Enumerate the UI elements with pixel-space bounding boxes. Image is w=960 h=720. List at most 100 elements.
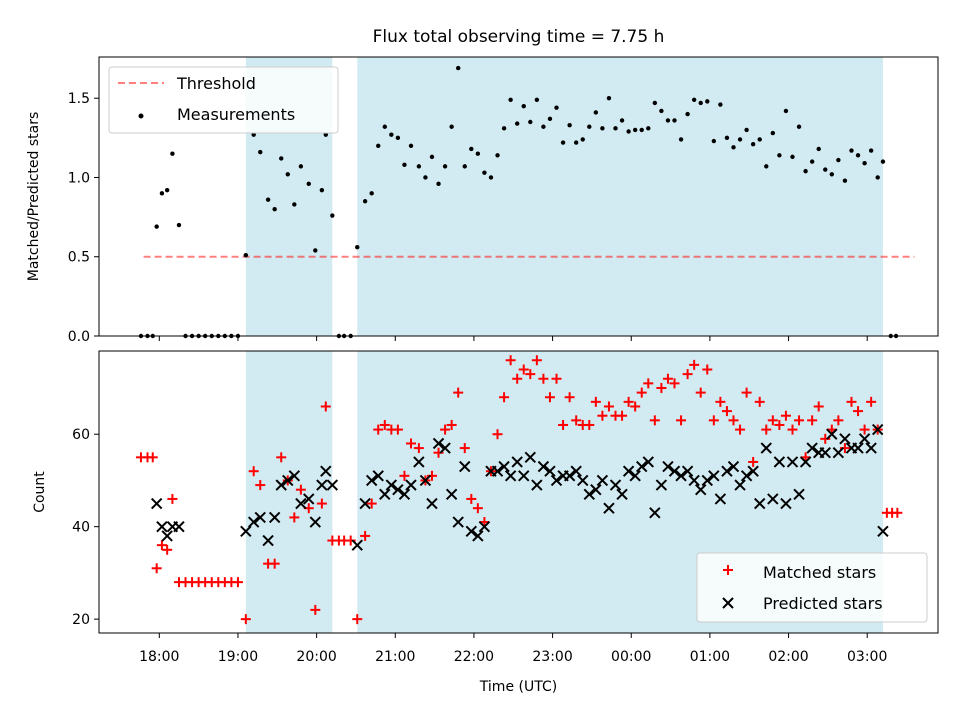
predicted-stars-points bbox=[150, 423, 889, 551]
x-tick-label: 00:00 bbox=[611, 649, 651, 665]
legend-threshold-label: Threshold bbox=[176, 74, 256, 93]
measurement-point bbox=[705, 99, 710, 104]
predicted-star-point bbox=[320, 465, 332, 477]
predicted-star-point bbox=[708, 470, 720, 482]
measurement-point bbox=[534, 97, 540, 103]
predicted-star-point bbox=[413, 456, 425, 468]
matched-star-point bbox=[787, 424, 798, 435]
measurement-point bbox=[501, 126, 507, 131]
predicted-star-point bbox=[649, 507, 661, 519]
matched-star-point bbox=[406, 438, 417, 449]
measurement-point bbox=[600, 126, 605, 131]
predicted-star-point bbox=[472, 530, 484, 542]
matched-star-point bbox=[366, 498, 377, 509]
predicted-star-point bbox=[642, 456, 654, 468]
matched-star-point bbox=[531, 355, 542, 366]
measurement-point bbox=[567, 122, 572, 128]
measurement-point bbox=[292, 202, 297, 207]
matched-star-point bbox=[813, 401, 824, 412]
matched-star-point bbox=[689, 359, 700, 370]
top-legend-box bbox=[108, 66, 339, 134]
measurement-point bbox=[429, 154, 435, 160]
matched-star-point bbox=[630, 401, 641, 412]
measurement-point bbox=[659, 108, 664, 114]
predicted-star-point bbox=[550, 474, 563, 487]
matched-star-point bbox=[248, 466, 259, 477]
measurement-point bbox=[382, 124, 387, 129]
predicted-star-point bbox=[150, 497, 163, 510]
x-axis-label: Time (UTC) bbox=[479, 679, 557, 695]
predicted-star-point bbox=[877, 525, 889, 538]
matched-star-point bbox=[741, 387, 752, 398]
y-tick-label: 0.5 bbox=[68, 250, 90, 266]
matched-star-point bbox=[440, 424, 451, 435]
measurement-point bbox=[462, 164, 467, 169]
predicted-star-point bbox=[288, 470, 301, 482]
measurement-point bbox=[731, 145, 736, 150]
measurement-point bbox=[369, 191, 374, 196]
predicted-star-point bbox=[275, 479, 287, 491]
matched-star-point bbox=[715, 396, 726, 407]
predicted-star-point bbox=[518, 470, 530, 482]
matched-star-point bbox=[310, 604, 321, 615]
matched-star-point bbox=[774, 419, 785, 430]
legend-predicted-swatch bbox=[722, 597, 734, 609]
x-tick-label: 20:00 bbox=[296, 649, 336, 665]
x-tick-label: 21:00 bbox=[375, 649, 415, 665]
x-tick-label: 18:00 bbox=[139, 649, 179, 665]
predicted-star-point bbox=[714, 493, 727, 505]
measurement-point bbox=[665, 118, 671, 123]
matched-star-point bbox=[669, 378, 680, 389]
predicted-star-point bbox=[675, 470, 687, 482]
predicted-star-point bbox=[629, 470, 641, 482]
matched-star-point bbox=[373, 424, 384, 435]
matched-star-point bbox=[833, 415, 844, 426]
matched-star-point bbox=[807, 415, 818, 426]
predicted-star-point bbox=[858, 433, 871, 445]
measurement-point bbox=[862, 161, 867, 166]
predicted-star-point bbox=[326, 479, 339, 491]
y-tick-label: 20 bbox=[72, 612, 90, 628]
bottom-legend-box bbox=[696, 552, 928, 623]
measurement-point bbox=[475, 151, 481, 156]
measurement-point bbox=[613, 126, 618, 131]
matched-star-point bbox=[617, 410, 628, 421]
measurement-point bbox=[176, 222, 182, 228]
bottom-y-ticks: 20 40 60 bbox=[72, 427, 99, 628]
legend-measurements-label: Measurements bbox=[177, 105, 295, 124]
predicted-star-point bbox=[316, 479, 328, 491]
top-x-ticks bbox=[158, 336, 868, 341]
bottom-x-ticks: 18:00 19:00 20:00 21:00 22:00 23:00 00:00 01:00… bbox=[139, 633, 887, 665]
y-tick-label: 0.0 bbox=[68, 329, 90, 345]
matched-star-point bbox=[399, 470, 410, 481]
measurement-point bbox=[319, 187, 325, 193]
y-tick-label: 1.5 bbox=[68, 91, 90, 107]
matched-star-point bbox=[590, 396, 601, 407]
measurement-point bbox=[330, 213, 335, 218]
measurement-point bbox=[482, 170, 487, 175]
measurement-point bbox=[495, 153, 500, 158]
matched-star-point bbox=[167, 493, 178, 504]
predicted-star-point bbox=[156, 520, 168, 533]
measurement-point bbox=[416, 164, 422, 169]
predicted-star-point bbox=[392, 483, 404, 496]
matched-star-point bbox=[564, 392, 575, 403]
predicted-star-point bbox=[240, 525, 252, 538]
measurement-point bbox=[855, 153, 861, 158]
matched-star-point bbox=[156, 540, 167, 551]
measurement-point bbox=[880, 159, 886, 164]
matched-star-point bbox=[499, 392, 510, 403]
matched-star-point bbox=[472, 503, 483, 514]
matched-star-point bbox=[538, 373, 549, 384]
measurement-point bbox=[803, 168, 808, 174]
predicted-star-point bbox=[636, 460, 648, 473]
legend-matched-label: Matched stars bbox=[763, 563, 876, 582]
measurement-point bbox=[718, 102, 723, 107]
shaded-interval-1 bbox=[357, 57, 883, 336]
measurement-point bbox=[449, 124, 454, 129]
measurement-point bbox=[508, 97, 513, 103]
predicted-star-point bbox=[747, 465, 759, 477]
predicted-star-point bbox=[583, 488, 595, 501]
predicted-star-point bbox=[760, 442, 772, 454]
matched-star-point bbox=[413, 443, 424, 454]
